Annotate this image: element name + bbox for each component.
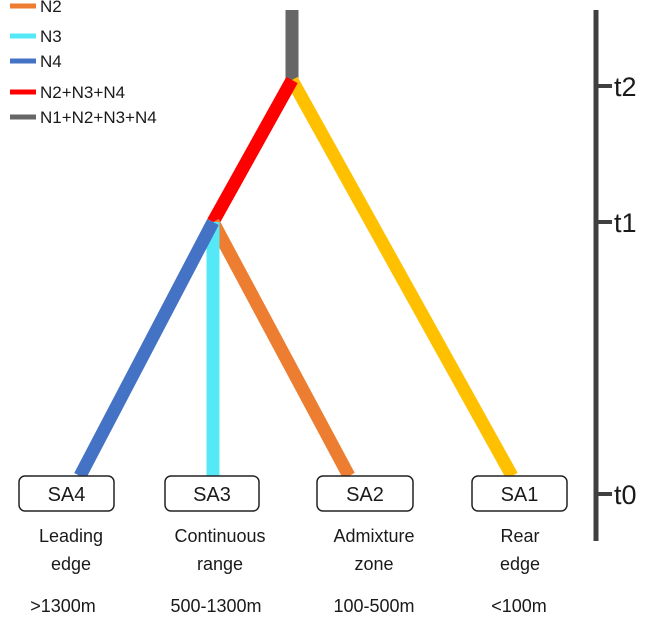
- sample-sa4: SA4: [18, 475, 115, 512]
- legend: N2 N3 N4 N2+N3+N4 N1+N2+N3+N4: [10, 0, 157, 127]
- sample-sa1: SA1: [471, 475, 568, 512]
- sample-altitudes: >1300m 500-1300m 100-500m <100m: [30, 596, 547, 616]
- sample-id-sa4: SA4: [48, 484, 86, 506]
- desc-line1-sa3: Continuous: [174, 526, 265, 546]
- desc-line1-sa2: Admixture: [333, 526, 414, 546]
- legend-item-n2: N2: [10, 0, 62, 16]
- sample-box-sa4: [18, 475, 115, 512]
- branch-n1: [286, 76, 518, 480]
- branch-n2-n3-n4: [207, 76, 298, 226]
- legend-item-n2-n3-n4: N2+N3+N4: [10, 83, 125, 102]
- sample-sa2: SA2: [316, 475, 414, 512]
- desc-line1-sa1: Rear: [500, 526, 539, 546]
- sample-box-sa2: [316, 475, 414, 512]
- desc-line2-sa1: edge: [500, 554, 540, 574]
- desc-line1-sa4: Leading: [39, 526, 103, 546]
- sample-sa3: SA3: [164, 475, 260, 512]
- desc-line2-sa3: range: [197, 554, 243, 574]
- altitude-sa3: 500-1300m: [170, 596, 261, 616]
- altitude-sa2: 100-500m: [333, 596, 414, 616]
- legend-item-n3: N3: [10, 27, 62, 46]
- legend-label-n3: N3: [40, 27, 62, 46]
- desc-line2-sa4: edge: [51, 554, 91, 574]
- legend-label-n2: N2: [40, 0, 62, 16]
- altitude-sa4: >1300m: [30, 596, 96, 616]
- altitude-sa1: <100m: [491, 596, 547, 616]
- legend-label-n4: N4: [40, 52, 62, 71]
- sample-id-sa3: SA3: [193, 484, 231, 506]
- sample-id-sa1: SA1: [501, 484, 539, 506]
- legend-item-n1-n2-n3-n4: N1+N2+N3+N4: [10, 108, 157, 127]
- tick-label-t1: t1: [614, 208, 637, 238]
- sample-box-sa1: [471, 475, 568, 512]
- branch-n2: [207, 218, 355, 480]
- tree: [74, 10, 518, 480]
- branch-n4: [74, 218, 219, 480]
- time-axis: t2 t1 t0: [593, 10, 637, 541]
- tick-label-t0: t0: [614, 480, 637, 510]
- legend-label-n1-n2-n3-n4: N1+N2+N3+N4: [40, 108, 157, 127]
- sample-descriptions: Leading edge Continuous range Admixture …: [39, 526, 540, 574]
- legend-item-n4: N4: [10, 52, 62, 71]
- sample-box-sa3: [164, 475, 260, 512]
- tick-label-t2: t2: [614, 72, 637, 102]
- sample-id-sa2: SA2: [346, 484, 384, 506]
- desc-line2-sa2: zone: [354, 554, 393, 574]
- legend-label-n2-n3-n4: N2+N3+N4: [40, 83, 125, 102]
